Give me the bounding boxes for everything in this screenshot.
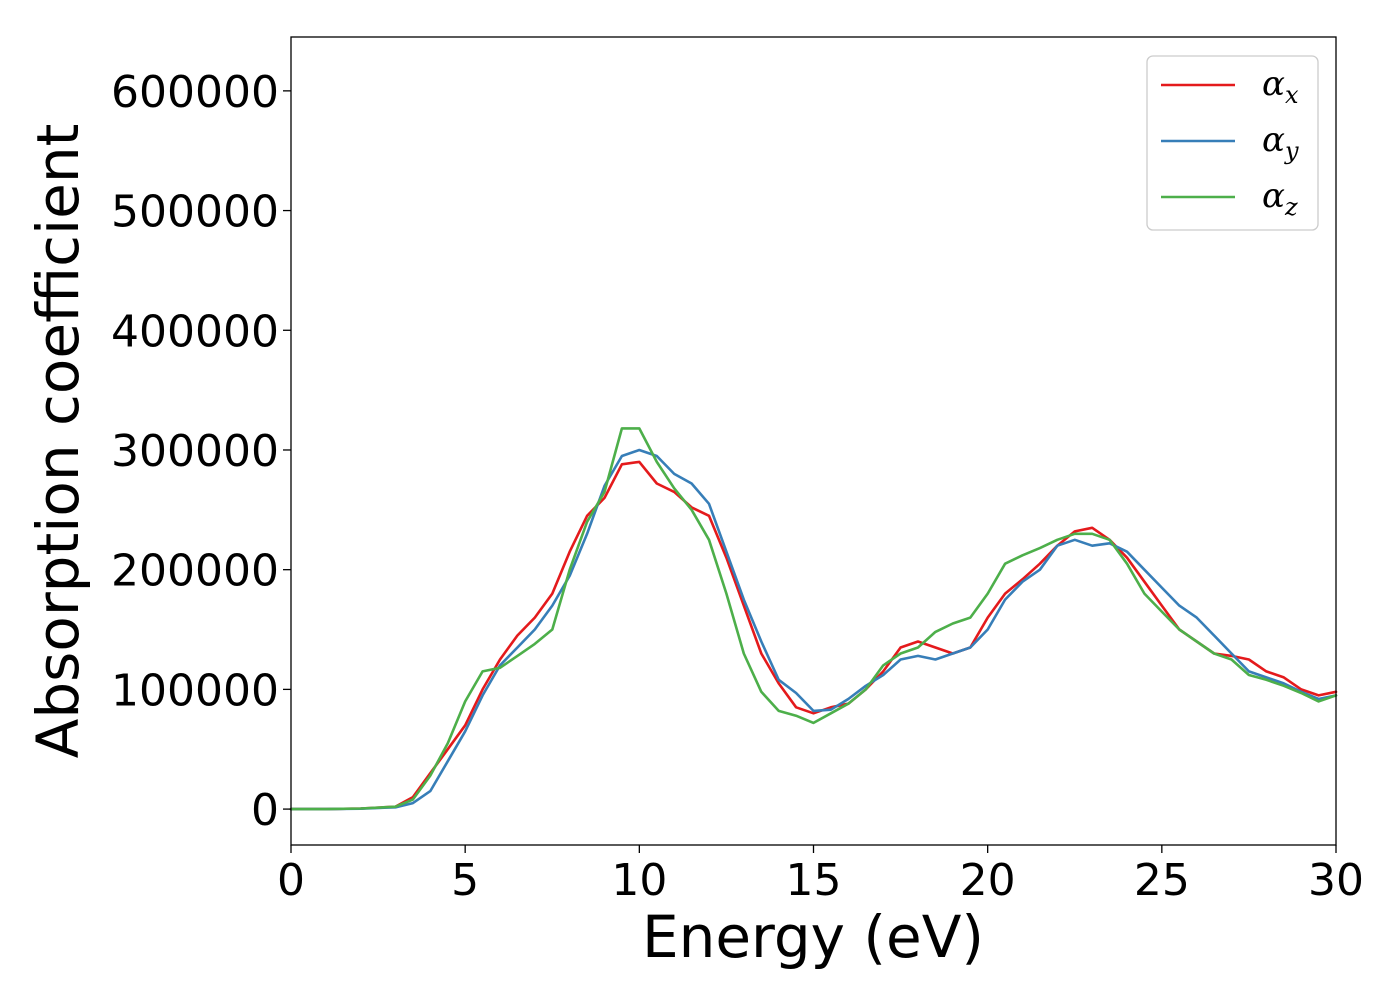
y-axis-ticks: 0 100000 200000 300000 400000 500000 600000 — [111, 67, 291, 836]
legend-subscript: x — [1285, 81, 1299, 109]
x-tick-label: 15 — [786, 855, 842, 906]
y-tick-label: 0 — [251, 785, 279, 836]
legend-label-alpha-x: αx — [1262, 64, 1299, 109]
legend-label-alpha-y: αy — [1262, 120, 1299, 165]
y-axis-label: Absorption coefficient — [24, 124, 92, 759]
legend-subscript: z — [1284, 193, 1298, 221]
legend-label-alpha-z: αz — [1262, 176, 1298, 221]
x-tick-label: 10 — [611, 855, 667, 906]
series-line-alpha-z — [289, 427, 1338, 811]
series-line-alpha-y — [289, 448, 1338, 811]
y-tick-label: 600000 — [111, 67, 279, 118]
x-tick-label: 30 — [1308, 855, 1364, 906]
y-tick-label: 300000 — [111, 426, 279, 477]
legend-symbol: α — [1262, 64, 1285, 104]
x-tick-label: 20 — [960, 855, 1016, 906]
y-tick-label: 500000 — [111, 187, 279, 238]
x-tick-label: 5 — [451, 855, 479, 906]
x-axis-ticks: 0 5 10 15 20 25 30 — [277, 845, 1364, 906]
legend-subscript: y — [1284, 137, 1299, 165]
x-axis-label: Energy (eV) — [642, 903, 984, 971]
legend-symbol: α — [1262, 120, 1285, 160]
y-tick-label: 100000 — [111, 665, 279, 716]
series-lines — [289, 427, 1338, 811]
x-tick-label: 0 — [277, 855, 305, 906]
y-tick-label: 200000 — [111, 546, 279, 597]
y-tick-label: 400000 — [111, 306, 279, 357]
legend-frame — [1146, 55, 1319, 231]
legend-symbol: α — [1262, 176, 1285, 216]
x-tick-label: 25 — [1134, 855, 1190, 906]
